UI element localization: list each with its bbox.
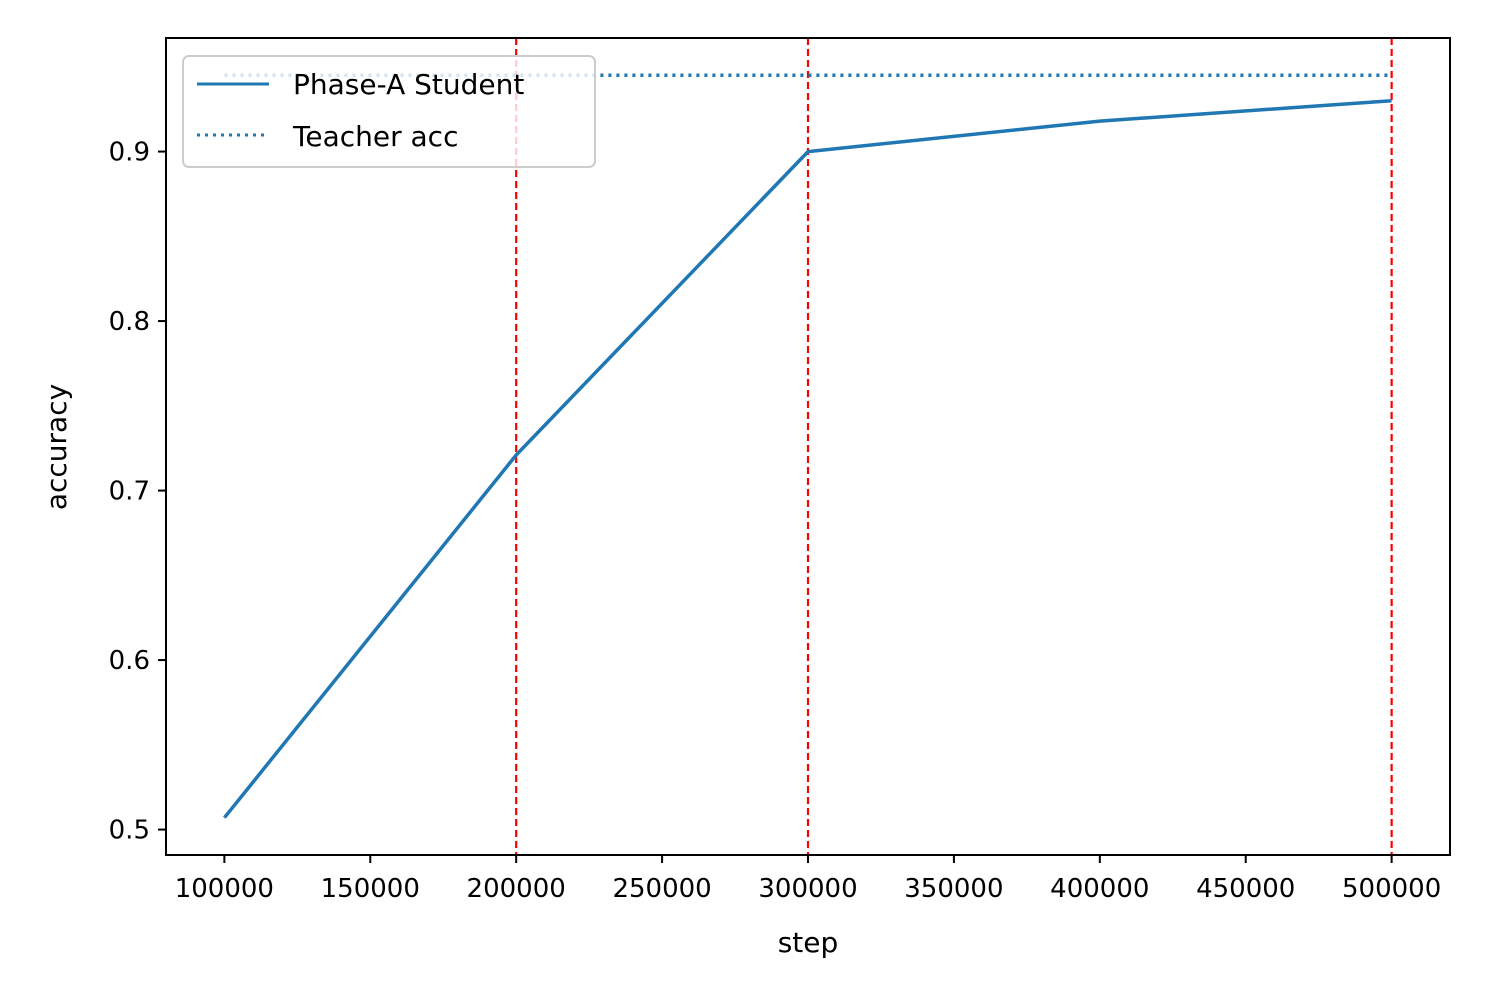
x-tick-label: 150000 [321, 874, 420, 904]
x-tick-label: 250000 [612, 874, 711, 904]
y-axis-ticks: 0.5 0.6 0.7 0.8 0.9 [109, 138, 166, 846]
x-tick-label: 100000 [175, 874, 274, 904]
legend-label-phase-a-student: Phase-A Student [293, 68, 524, 101]
y-tick-label: 0.7 [109, 477, 150, 507]
y-tick-label: 0.9 [109, 138, 150, 168]
x-tick-label: 350000 [904, 874, 1003, 904]
y-axis-label: accuracy [40, 384, 73, 510]
x-axis-ticks: 100000 150000 200000 250000 300000 350000 4000… [175, 855, 1441, 904]
x-axis-label: step [778, 926, 839, 959]
legend-box [182, 55, 596, 168]
y-tick-label: 0.6 [109, 646, 150, 676]
x-tick-label: 300000 [758, 874, 857, 904]
x-tick-label: 400000 [1050, 874, 1149, 904]
legend-label-teacher-acc: Teacher acc [292, 120, 458, 153]
y-tick-label: 0.8 [109, 307, 150, 337]
phase-boundary-lines [515, 38, 1393, 855]
x-tick-label: 450000 [1196, 874, 1295, 904]
x-tick-label: 200000 [467, 874, 566, 904]
series-line-phase-a-student [223, 98, 1392, 819]
x-tick-label: 500000 [1342, 874, 1441, 904]
y-tick-label: 0.5 [109, 816, 150, 846]
legend: Phase-A Student Teacher acc [182, 55, 596, 168]
